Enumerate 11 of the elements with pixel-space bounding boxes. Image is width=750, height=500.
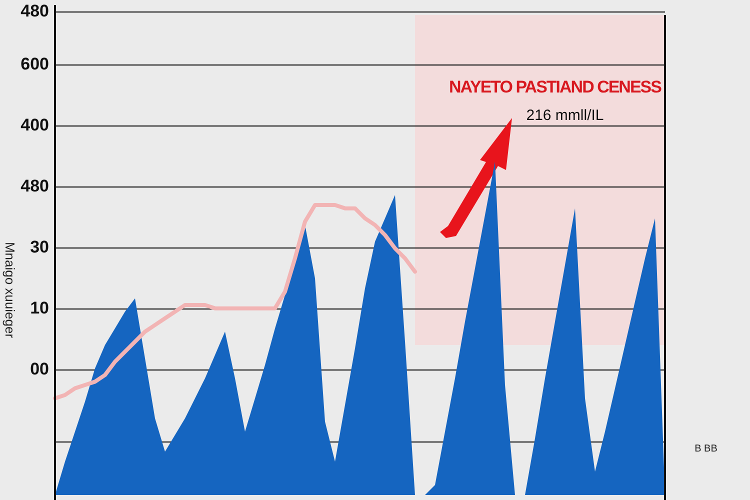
y-axis-title: Mnaigo xuuieger: [2, 242, 18, 339]
text: 480: [20, 176, 49, 196]
text: B BB: [694, 444, 718, 455]
text: 480: [20, 1, 49, 20]
text: 00: [30, 359, 49, 378]
text: 30: [30, 237, 49, 256]
text: 600: [20, 54, 49, 74]
text: 216 mmll/IL: [526, 106, 604, 124]
text: 10: [30, 298, 49, 318]
text: 400: [20, 115, 49, 134]
text: NAYETO PASTIAND CENESS: [449, 77, 662, 96]
